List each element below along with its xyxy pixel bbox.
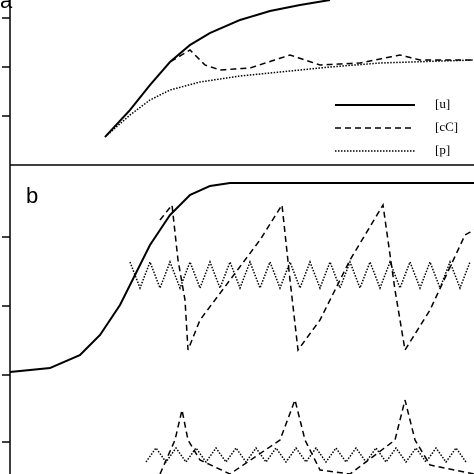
- series-line: [9, 182, 474, 373]
- series-line: [129, 259, 471, 291]
- series-line: [159, 202, 474, 353]
- panel-letter: a: [0, 0, 13, 13]
- panel-letter: b: [26, 183, 38, 208]
- legend-label: [cC]: [435, 119, 458, 134]
- series-line: [104, 0, 331, 138]
- series-line: [159, 397, 474, 474]
- series-line: [104, 49, 474, 138]
- legend-label: [p]: [435, 142, 450, 157]
- series-line: [104, 59, 474, 138]
- legend-label: [u]: [435, 96, 450, 111]
